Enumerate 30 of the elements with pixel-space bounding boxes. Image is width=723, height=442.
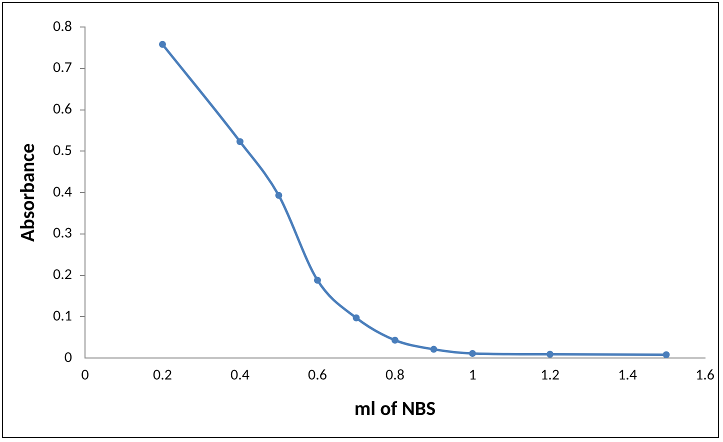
x-tick-label: 0.6 xyxy=(308,366,328,384)
point xyxy=(314,276,321,284)
x-tick-label: 0 xyxy=(81,366,90,384)
y-tick-label: 0 xyxy=(64,348,72,367)
x-tick-label: 0.2 xyxy=(152,366,172,384)
y-tick-label: 0.5 xyxy=(52,142,72,160)
y-tick-label: 0.4 xyxy=(52,183,72,202)
y-tick-label: 0.8 xyxy=(52,18,72,36)
y-tick-label: 0.3 xyxy=(52,224,72,243)
x-tick-label: 1.2 xyxy=(540,366,560,384)
x-tick-label: 1.4 xyxy=(618,366,638,384)
x-tick-label: 1.6 xyxy=(696,366,715,384)
y-tick-label: 0.1 xyxy=(52,307,72,326)
x-tick-label: 0.8 xyxy=(385,366,404,384)
y-axis-title: Absorbance xyxy=(16,143,40,242)
point xyxy=(662,351,670,358)
point xyxy=(158,40,166,48)
point xyxy=(468,350,476,357)
x-axis-title: ml of NBS xyxy=(354,397,436,421)
point xyxy=(546,350,554,358)
point xyxy=(391,336,398,344)
point xyxy=(430,346,438,353)
point xyxy=(275,192,282,199)
point xyxy=(352,314,360,322)
point xyxy=(236,138,244,146)
y-tick-label: 0.7 xyxy=(52,59,72,78)
x-tick-label: 1 xyxy=(468,366,476,384)
y-tick-label: 0.2 xyxy=(52,266,72,284)
x-tick-label: 0.4 xyxy=(230,366,250,384)
y-tick-label: 0.6 xyxy=(52,100,72,118)
